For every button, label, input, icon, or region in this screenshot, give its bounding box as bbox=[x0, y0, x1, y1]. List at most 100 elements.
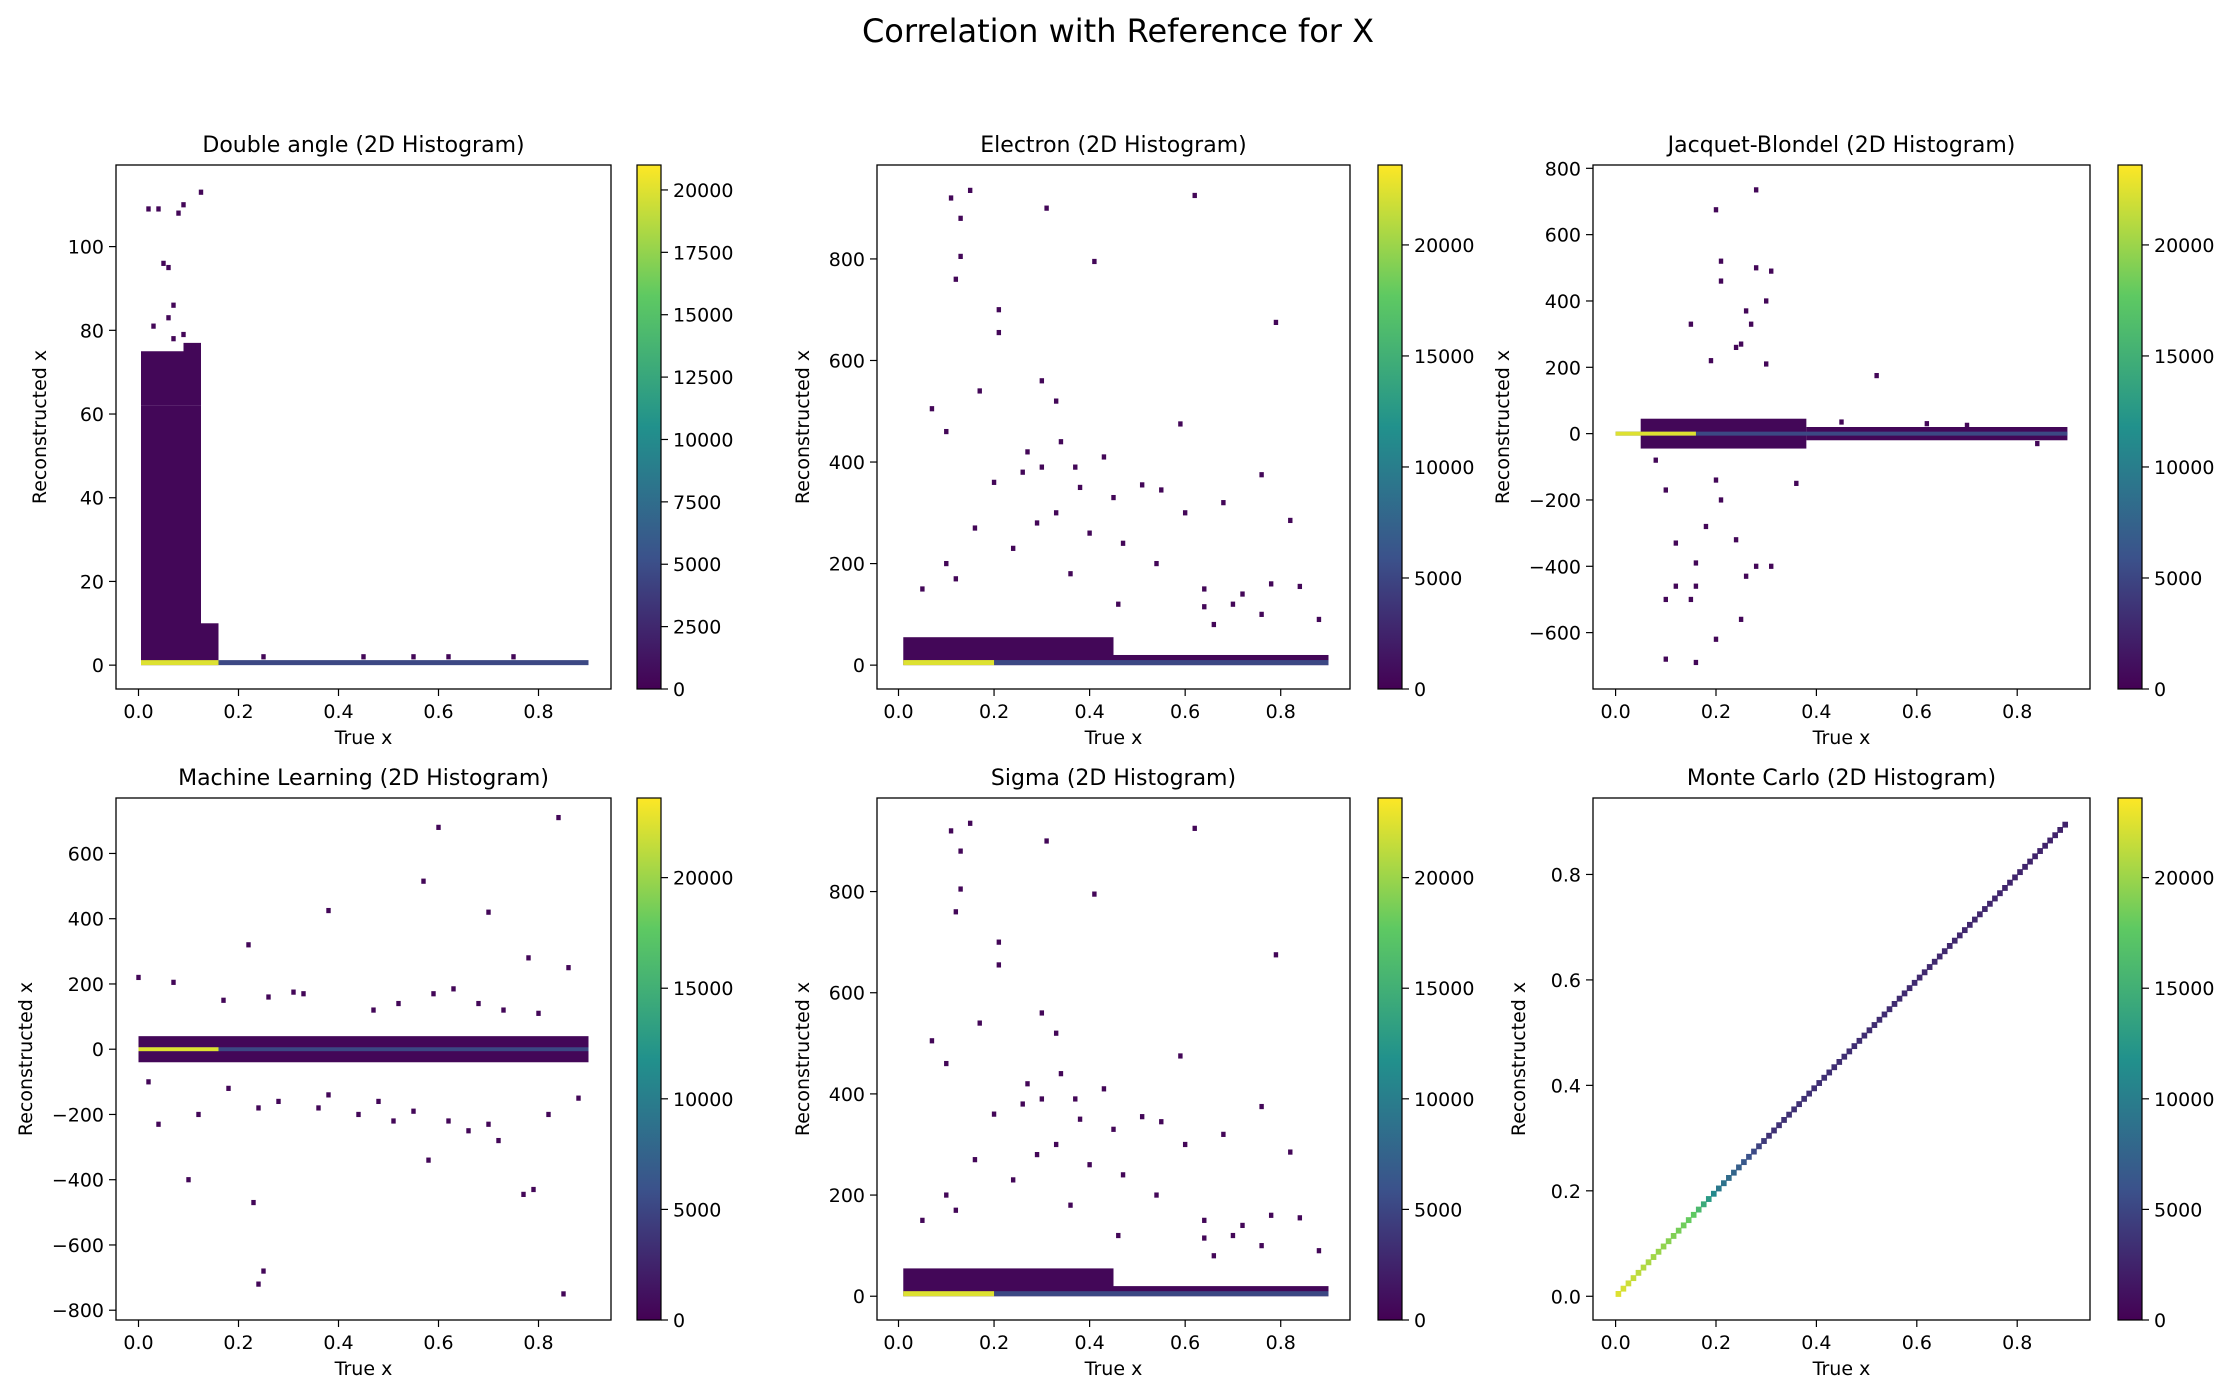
histogram-bin bbox=[1092, 258, 1097, 265]
diagonal-bin bbox=[1997, 890, 2003, 897]
diagonal-bin bbox=[1680, 1222, 1687, 1229]
histogram-bin bbox=[261, 654, 266, 660]
colorbar-tick-label: 15000 bbox=[1414, 978, 1474, 1000]
histogram-bin bbox=[1688, 596, 1694, 603]
diagonal-bin bbox=[1801, 1095, 1807, 1102]
histogram-bin bbox=[376, 1098, 381, 1105]
diagonal-bin bbox=[2022, 863, 2028, 870]
histogram-bin bbox=[1221, 500, 1226, 506]
diagonal-bin bbox=[2047, 837, 2053, 844]
diagonal-bin bbox=[1992, 895, 1998, 902]
x-tick-label: 0.2 bbox=[223, 701, 253, 723]
histogram-bin bbox=[221, 997, 226, 1003]
histogram-bin bbox=[1703, 523, 1709, 530]
histogram-bin bbox=[531, 1186, 536, 1193]
y-axis-label: Reconstructed x bbox=[29, 350, 51, 504]
diagonal-bin bbox=[1756, 1143, 1762, 1150]
diagonal-bin bbox=[1715, 1185, 1722, 1192]
x-tick-label: 0.2 bbox=[979, 1332, 1009, 1354]
histogram-bin bbox=[948, 195, 954, 201]
histogram-bin bbox=[929, 1038, 935, 1044]
y-tick-label: 200 bbox=[1545, 357, 1581, 379]
histogram-bin bbox=[1178, 421, 1183, 427]
x-tick-label: 0.6 bbox=[423, 1332, 453, 1354]
histogram-bin bbox=[261, 1268, 266, 1274]
histogram-bin bbox=[1288, 1149, 1293, 1155]
histogram-bin bbox=[929, 406, 935, 412]
histogram-bin bbox=[226, 1085, 231, 1091]
histogram-bin bbox=[1087, 1162, 1092, 1168]
histogram-bin bbox=[1259, 1103, 1264, 1110]
histogram-bin bbox=[1211, 621, 1217, 628]
diagonal-bin bbox=[1967, 921, 1973, 928]
histogram-bin bbox=[1718, 497, 1724, 503]
y-tick-label: 0.6 bbox=[1551, 970, 1581, 992]
histogram-bin bbox=[1753, 563, 1759, 569]
diagonal-bin bbox=[1766, 1132, 1772, 1139]
histogram-bin bbox=[1116, 601, 1121, 607]
histogram-bin bbox=[996, 962, 1002, 968]
histogram-bin bbox=[1273, 952, 1279, 958]
histogram-bin bbox=[301, 991, 306, 997]
y-tick-label: 60 bbox=[80, 404, 104, 426]
histogram-bin bbox=[1202, 586, 1207, 592]
histogram-bin bbox=[1139, 1114, 1145, 1120]
colorbar bbox=[2118, 165, 2142, 689]
x-tick-label: 0.4 bbox=[323, 701, 353, 723]
colorbar-tick-label: 17500 bbox=[673, 242, 733, 264]
diagonal-bin bbox=[1761, 1138, 1767, 1144]
colorbar-tick-label: 0 bbox=[673, 679, 685, 701]
colorbar bbox=[637, 165, 661, 689]
diagonal-bin bbox=[2007, 879, 2013, 886]
y-tick-label: 0 bbox=[853, 655, 865, 677]
y-tick-label: 800 bbox=[829, 249, 865, 271]
histogram-bin bbox=[171, 979, 176, 985]
histogram-bin bbox=[1673, 583, 1679, 589]
diagonal-bin bbox=[1956, 932, 1963, 939]
histogram-bin bbox=[1738, 341, 1744, 347]
diagonal-bin bbox=[1846, 1048, 1853, 1055]
histogram-bin bbox=[171, 302, 176, 308]
colorbar-tick-label: 10000 bbox=[1414, 457, 1474, 479]
y-tick-label: −400 bbox=[52, 1170, 104, 1192]
diagonal-bin bbox=[1776, 1122, 1782, 1129]
histogram-bin bbox=[501, 1007, 506, 1013]
histogram-bin bbox=[536, 1010, 541, 1016]
y-tick-label: 600 bbox=[829, 983, 865, 1005]
diagonal-bin bbox=[1731, 1169, 1737, 1176]
y-tick-label: 200 bbox=[829, 1185, 865, 1207]
histogram-bin bbox=[1316, 616, 1322, 623]
histogram-bin bbox=[1693, 560, 1699, 566]
colorbar-tick-label: 15000 bbox=[673, 978, 733, 1000]
diagonal-bin bbox=[1926, 964, 1933, 970]
histogram-bin bbox=[1202, 1217, 1207, 1223]
diagonal-bin bbox=[1841, 1053, 1848, 1060]
colorbar-tick-label: 2500 bbox=[673, 617, 721, 639]
y-axis-label: Reconstructed x bbox=[1492, 350, 1514, 504]
histogram-bin bbox=[1663, 656, 1668, 662]
histogram-bin bbox=[291, 989, 296, 995]
histogram-bin bbox=[486, 909, 491, 915]
x-tick-label: 0.0 bbox=[1600, 701, 1630, 723]
histogram-bin bbox=[958, 215, 963, 221]
histogram-bin bbox=[953, 576, 959, 582]
histogram-bin bbox=[1202, 1235, 1207, 1241]
diagonal-bin bbox=[1901, 990, 1908, 997]
histogram-bin bbox=[2035, 440, 2040, 447]
histogram-bin bbox=[1039, 378, 1045, 384]
y-tick-label: 400 bbox=[829, 452, 865, 474]
histogram-bin bbox=[1058, 439, 1064, 445]
colorbar-tick-label: 7500 bbox=[673, 492, 721, 514]
panel-5: 0.0 0.2 0.4 0.6 0.8 0 200 400 600 800 Sigma (2D Hi… bbox=[792, 766, 1474, 1380]
histogram-bin bbox=[920, 1217, 925, 1223]
histogram-bin bbox=[371, 1007, 376, 1013]
histogram-bin bbox=[436, 824, 441, 830]
histogram-bin bbox=[146, 1079, 151, 1085]
diagonal-bin bbox=[1670, 1233, 1677, 1239]
y-tick-label: 20 bbox=[80, 571, 104, 593]
diagonal-bin bbox=[1982, 906, 1988, 912]
x-tick-label: 0.0 bbox=[123, 1332, 153, 1354]
y-axis-label: Reconstructed x bbox=[792, 350, 814, 504]
y-tick-label: −200 bbox=[52, 1104, 104, 1126]
y-tick-label: 400 bbox=[68, 909, 104, 931]
